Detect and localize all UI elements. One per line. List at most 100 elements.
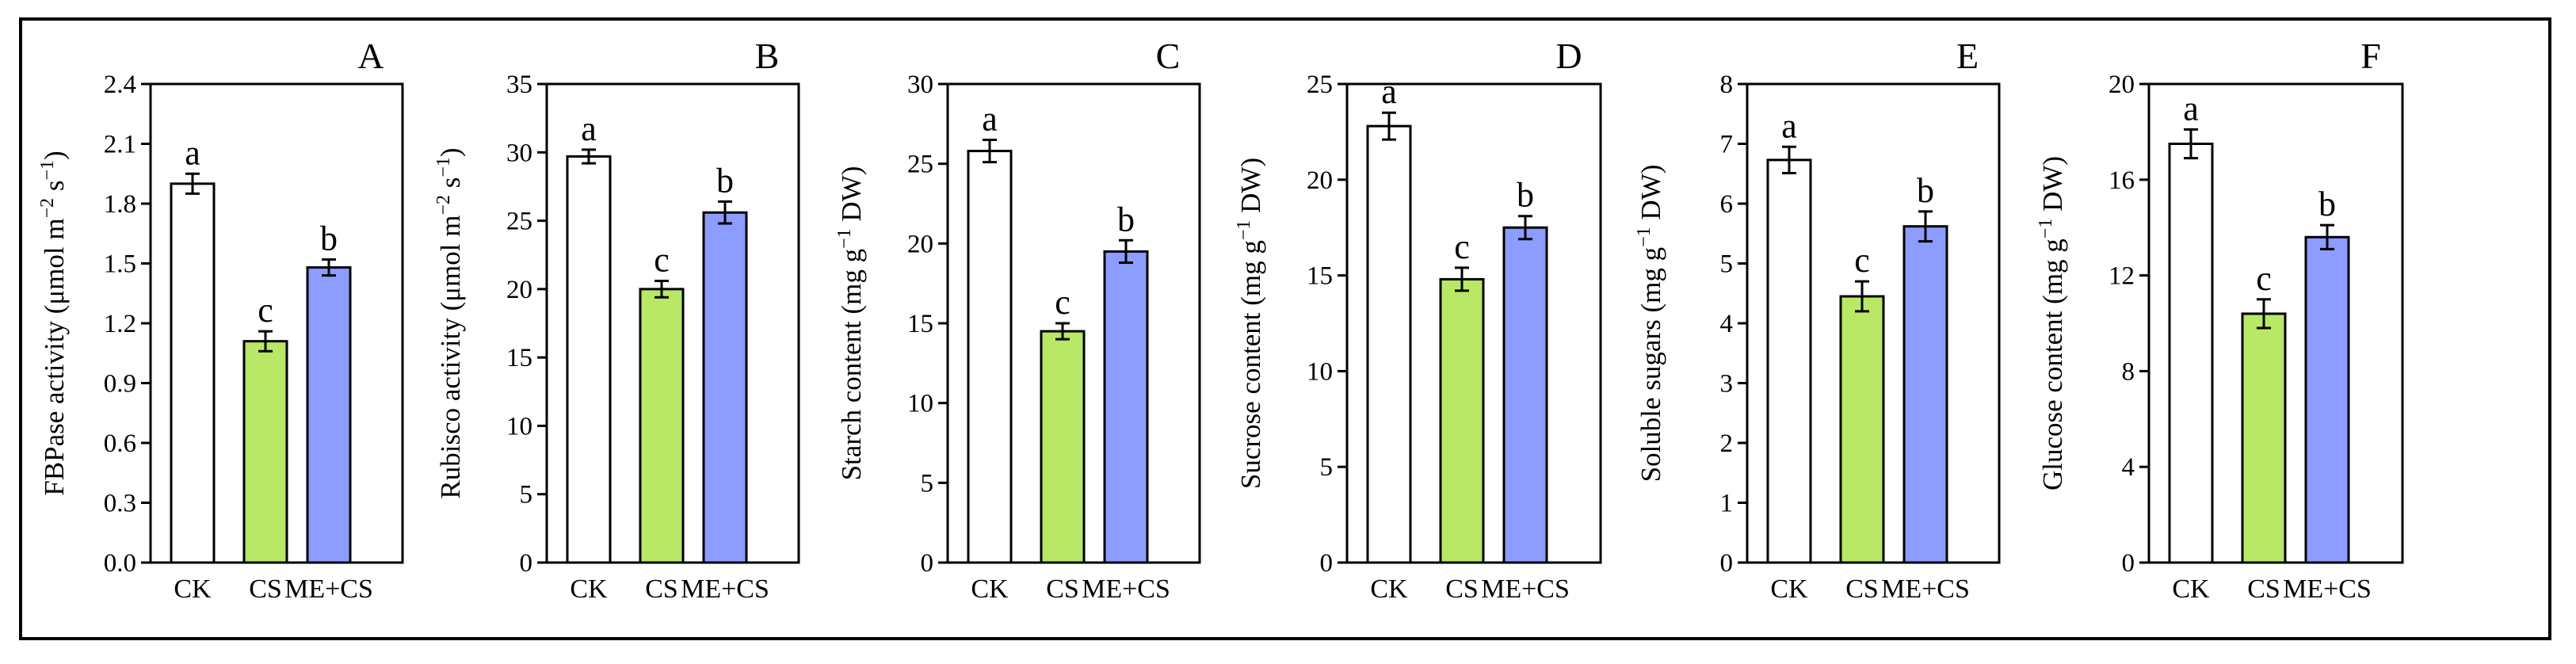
panel-d-y-tick-label: 25	[1307, 71, 1333, 99]
panel-f-y-tick-label: 12	[2109, 262, 2135, 291]
panel-b-significance-cs: c	[654, 241, 670, 280]
panel-c-y-axis-label: Starch content (mg g−1 DW)	[834, 166, 867, 481]
panel-f-significance-ck: a	[2183, 89, 2199, 128]
panel-d-y-tick-label: 15	[1307, 262, 1333, 291]
panel-c-bar-cs	[1040, 330, 1086, 564]
panel-c-panel-letter: C	[1156, 36, 1181, 76]
panel-a-y-tick-label: 0.6	[104, 429, 136, 458]
panel-d-significance-cs: c	[1454, 227, 1470, 266]
panel-a-panel-letter: A	[357, 36, 384, 76]
panel-a-y-tick-label: 0.3	[104, 490, 136, 518]
panel-a-significance-me-cs: b	[320, 219, 338, 258]
panel-b-y-axis-label: Rubisco activity (μmol m−2 s−1)	[433, 147, 466, 498]
panel-a-y-tick-label: 1.2	[104, 310, 136, 338]
panel-a-y-tick-label: 1.8	[104, 190, 136, 219]
panel-e-significance-me-cs: b	[1917, 171, 1934, 210]
panel-d-category-label-me-cs: ME+CS	[1481, 574, 1570, 604]
panel-c-bar-ck	[967, 150, 1013, 564]
panel-d-y-tick-label: 0	[1320, 549, 1334, 578]
panel-e-y-tick-label: 0	[1720, 549, 1734, 578]
panel-a-category-label-cs: CS	[249, 574, 282, 604]
panel-e-y-tick-label: 5	[1720, 250, 1734, 279]
panel-f-bar-me-cs	[2304, 235, 2350, 564]
panel-b-significance-me-cs: b	[716, 161, 734, 200]
panel-d-y-axis-label: Sucrose content (mg g−1 DW)	[1234, 158, 1266, 489]
panel-c-significance-ck: a	[982, 99, 998, 138]
figure-frame: 0.0 0.3 0.6 0.9 1.2 1.5 1.8 2.1 2.4 FBPase activi…	[19, 17, 2551, 640]
panel-f-category-label-cs: CS	[2247, 574, 2280, 604]
panel-a-y-tick-label: 2.1	[104, 131, 136, 159]
panel-f-y-tick-label: 0	[2122, 549, 2135, 578]
panel-d-bar-cs	[1439, 277, 1485, 564]
panel-b-bar-cs	[639, 288, 685, 564]
panel-c-y-tick-label: 10	[907, 390, 933, 418]
panel-b-bar-ck	[566, 155, 612, 564]
panel-d-significance-ck: a	[1381, 72, 1397, 111]
panel-d-category-label-ck: CK	[1370, 574, 1408, 604]
panel-b-y-tick-label: 15	[506, 344, 532, 372]
panel-d-y-tick-label: 10	[1307, 357, 1333, 386]
panel-c-y-tick-label: 15	[907, 310, 933, 338]
panel-d-y-tick-label: 20	[1307, 166, 1333, 195]
panel-e-y-tick-label: 6	[1720, 190, 1734, 219]
panel-e-y-axis-label: Soluble sugars (mg g−1 DW)	[1634, 165, 1666, 483]
panel-e-y-tick-label: 4	[1720, 310, 1734, 338]
panel-d-y-tick-label: 5	[1320, 453, 1334, 482]
panel-b-y-tick-label: 30	[506, 139, 532, 167]
panel-b-y-tick-label: 0	[520, 549, 533, 578]
panel-e-y-tick-label: 8	[1720, 71, 1734, 99]
panel-e-significance-cs: c	[1854, 241, 1870, 280]
panel-e-bar-cs	[1839, 295, 1885, 564]
panel-b-y-tick-label: 20	[506, 276, 532, 304]
panel-a-significance-cs: c	[258, 291, 273, 330]
panel-e-y-tick-label: 1	[1720, 490, 1734, 518]
panel-a-y-axis-label: FBPase activity (μmol m−2 s−1)	[37, 151, 70, 495]
panel-a-significance-ck: a	[185, 133, 200, 172]
panel-f-bar-ck	[2168, 143, 2214, 564]
panel-b-y-tick-label: 35	[506, 71, 532, 99]
panel-e-category-label-cs: CS	[1845, 574, 1879, 604]
panel-e-bar-ck	[1766, 158, 1812, 564]
panel-d-bar-ck	[1366, 124, 1412, 564]
panel-a-bar-me-cs	[306, 266, 352, 564]
panel-a-bar-ck	[170, 182, 216, 564]
panel-c-y-tick-label: 25	[907, 151, 933, 179]
panel-e-category-label-me-cs: ME+CS	[1881, 574, 1970, 604]
panel-d-category-label-cs: CS	[1445, 574, 1479, 604]
panel-b-bar-me-cs	[702, 211, 748, 564]
panel-e-category-label-ck: CK	[1770, 574, 1808, 604]
panel-c-bar-me-cs	[1103, 250, 1149, 564]
chart-canvas: 0.0 0.3 0.6 0.9 1.2 1.5 1.8 2.1 2.4 FBPase activi…	[37, 36, 2404, 604]
panel-e-y-tick-label: 2	[1720, 429, 1734, 458]
panel-d-bar-me-cs	[1502, 226, 1548, 564]
panel-b-category-label-me-cs: ME+CS	[681, 574, 769, 604]
panel-e-bar-me-cs	[1902, 225, 1948, 564]
panel-f-category-label-ck: CK	[2172, 574, 2210, 604]
panel-f-y-tick-label: 8	[2122, 357, 2135, 386]
panel-a-category-label-me-cs: ME+CS	[284, 574, 373, 604]
panel-c-y-tick-label: 5	[921, 469, 934, 498]
panel-f-bar-cs	[2241, 312, 2287, 564]
panel-f-y-axis-label: Glucose content (mg g−1 DW)	[2036, 156, 2068, 490]
panel-c-y-tick-label: 0	[921, 549, 934, 578]
panel-b-y-tick-label: 5	[520, 481, 533, 509]
panel-a-y-tick-label: 2.4	[104, 71, 136, 99]
panel-f-y-tick-label: 16	[2109, 166, 2135, 195]
panel-f-panel-letter: F	[2360, 36, 2381, 76]
panel-f-significance-cs: c	[2256, 259, 2272, 298]
panel-e-panel-letter: E	[1956, 36, 1979, 76]
panel-c-significance-me-cs: b	[1117, 200, 1135, 239]
panel-b-category-label-cs: CS	[645, 574, 678, 604]
panel-f-significance-me-cs: b	[2318, 185, 2336, 223]
panel-b-category-label-ck: CK	[570, 574, 608, 604]
panel-b-y-tick-label: 10	[506, 412, 532, 441]
panel-d-significance-me-cs: b	[1517, 176, 1534, 215]
panel-b-panel-letter: B	[755, 36, 780, 76]
panel-f-y-tick-label: 4	[2122, 453, 2135, 482]
panel-c-category-label-cs: CS	[1046, 574, 1079, 604]
panel-c-significance-cs: c	[1055, 283, 1070, 322]
panel-a-y-tick-label: 0.0	[104, 549, 136, 578]
panel-a-bar-cs	[242, 340, 288, 564]
panel-f-y-tick-label: 20	[2109, 71, 2135, 99]
panel-e-significance-ck: a	[1781, 106, 1797, 145]
